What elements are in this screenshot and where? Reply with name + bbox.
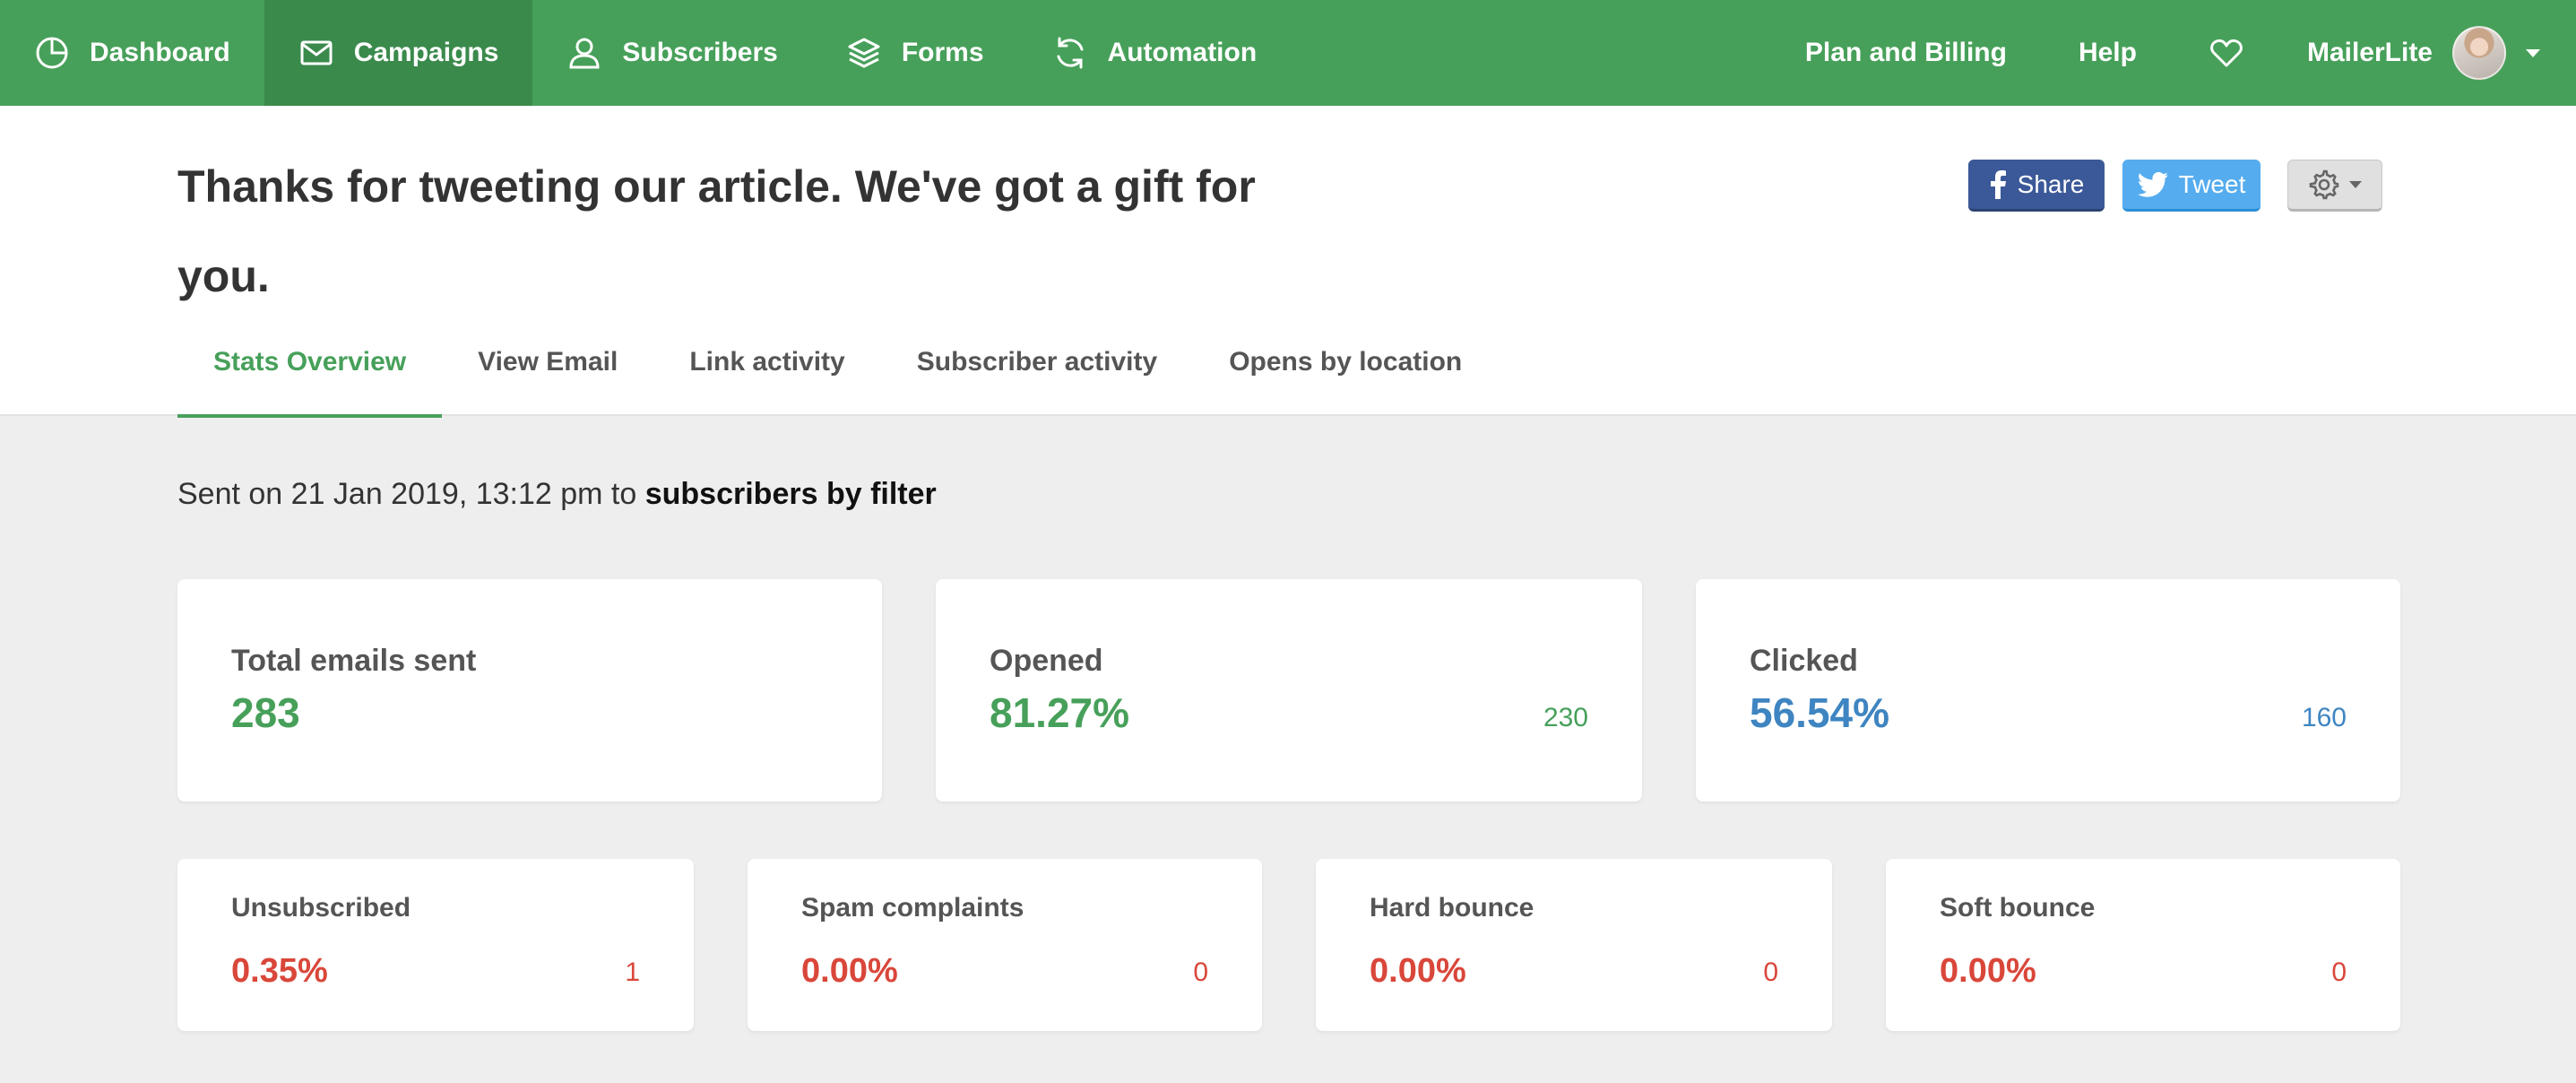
- tab-opens-by-location[interactable]: Opens by location: [1229, 347, 1463, 377]
- account-nav: Plan and Billing Help MailerLite: [1769, 0, 2576, 106]
- facebook-icon: [1990, 169, 2006, 199]
- page-title: Thanks for tweeting our article. We've g…: [177, 161, 1256, 301]
- stat-count: 0: [1193, 957, 1208, 987]
- tab-subscriber-activity[interactable]: Subscriber activity: [916, 347, 1158, 377]
- stat-label: Spam complaints: [801, 893, 1024, 923]
- main-nav: Dashboard Campaigns Subscribers Forms Au…: [0, 0, 1291, 106]
- stat-value: 56.54%: [1750, 689, 1890, 736]
- tab-view-email[interactable]: View Email: [478, 347, 618, 377]
- nav-dashboard[interactable]: Dashboard: [0, 0, 264, 106]
- stat-label: Opened: [990, 644, 1103, 678]
- stat-card-spam-complaints: Spam complaints 0.00% 0: [748, 859, 1262, 1031]
- stat-value: 283: [231, 689, 300, 736]
- gear-icon: [2309, 169, 2339, 200]
- stat-label: Clicked: [1750, 644, 1858, 678]
- stat-count: 160: [2301, 703, 2347, 732]
- stat-value: 0.00%: [1370, 952, 1466, 990]
- chevron-down-icon: [2526, 48, 2540, 57]
- stat-value: 81.27%: [990, 689, 1130, 736]
- nav-subscribers[interactable]: Subscribers: [532, 0, 811, 106]
- nav-plan-billing[interactable]: Plan and Billing: [1804, 38, 2007, 67]
- nav-campaigns-label: Campaigns: [353, 38, 499, 67]
- facebook-share-button[interactable]: Share: [1968, 160, 2105, 212]
- envelope-icon: [300, 40, 333, 65]
- sent-target: subscribers by filter: [644, 477, 937, 511]
- nav-favorites[interactable]: [2173, 0, 2280, 106]
- stat-count: 0: [2331, 957, 2347, 987]
- nav-campaigns[interactable]: Campaigns: [264, 0, 533, 106]
- twitter-tweet-button[interactable]: Tweet: [2122, 160, 2260, 212]
- stat-card-clicked: Clicked 56.54% 160: [1696, 579, 2400, 801]
- twitter-icon: [2137, 171, 2168, 197]
- settings-dropdown-button[interactable]: [2287, 160, 2382, 212]
- share-label: Share: [2017, 169, 2085, 198]
- sent-date-text: Sent on 21 Jan 2019, 13:12 pm to: [177, 477, 645, 511]
- account-name: MailerLite: [2306, 38, 2433, 67]
- avatar: [2452, 26, 2506, 80]
- stat-value: 0.00%: [1940, 952, 2036, 990]
- stat-card-total-sent: Total emails sent 283: [177, 579, 882, 801]
- stat-card-opened: Opened 81.27% 230: [936, 579, 1642, 801]
- tab-stats-overview[interactable]: Stats Overview: [177, 330, 443, 418]
- nav-dashboard-label: Dashboard: [90, 38, 230, 67]
- campaign-tabs: Stats Overview View Email Link activity …: [177, 330, 1498, 418]
- nav-forms[interactable]: Forms: [812, 0, 1018, 106]
- nav-automation-label: Automation: [1107, 38, 1258, 67]
- chevron-down-icon: [2349, 181, 2362, 188]
- stat-value: 0.00%: [801, 952, 898, 990]
- sent-info: Sent on 21 Jan 2019, 13:12 pm to subscri…: [177, 477, 937, 512]
- stat-label: Total emails sent: [231, 644, 477, 678]
- tab-link-activity[interactable]: Link activity: [689, 347, 845, 377]
- stat-card-unsubscribed: Unsubscribed 0.35% 1: [177, 859, 694, 1031]
- stat-label: Hard bounce: [1370, 893, 1534, 923]
- stat-label: Unsubscribed: [231, 893, 411, 923]
- campaign-header: Thanks for tweeting our article. We've g…: [0, 106, 2576, 418]
- stat-card-hard-bounce: Hard bounce 0.00% 0: [1316, 859, 1832, 1031]
- stat-card-soft-bounce: Soft bounce 0.00% 0: [1886, 859, 2400, 1031]
- refresh-icon: [1057, 37, 1084, 69]
- stat-count: 1: [625, 957, 640, 987]
- account-menu[interactable]: MailerLite: [2280, 0, 2576, 106]
- stat-count: 0: [1763, 957, 1778, 987]
- nav-help[interactable]: Help: [2078, 38, 2137, 67]
- nav-subscribers-label: Subscribers: [622, 38, 778, 67]
- user-icon: [569, 38, 600, 69]
- stat-count: 230: [1543, 703, 1588, 732]
- top-navbar: Dashboard Campaigns Subscribers Forms Au…: [0, 0, 2576, 106]
- stat-label: Soft bounce: [1940, 893, 2096, 923]
- layers-icon: [848, 38, 880, 68]
- pie-chart-icon: [36, 37, 68, 69]
- tweet-label: Tweet: [2178, 169, 2246, 198]
- nav-automation[interactable]: Automation: [1018, 0, 1292, 106]
- heart-icon: [2210, 39, 2243, 67]
- stat-value: 0.35%: [231, 952, 328, 990]
- nav-forms-label: Forms: [901, 38, 984, 67]
